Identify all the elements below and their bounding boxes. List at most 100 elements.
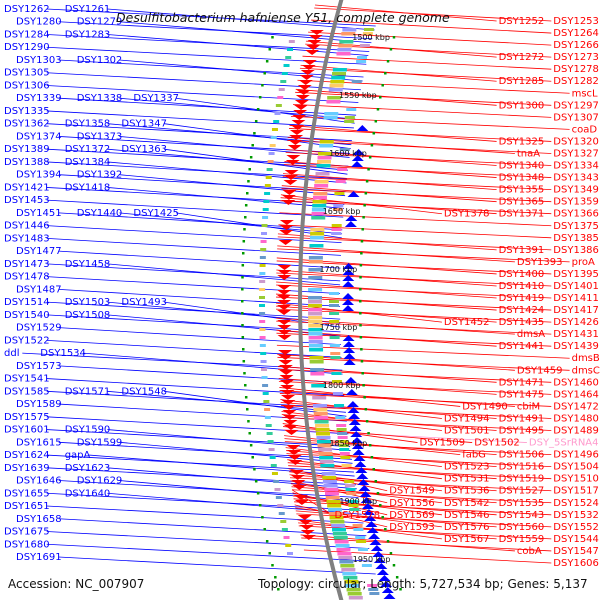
feature-block bbox=[274, 488, 281, 491]
gene-label-left: gapA bbox=[65, 450, 91, 461]
gene-label-right: DSY1426 bbox=[553, 317, 599, 328]
feature-block bbox=[308, 328, 323, 332]
leader-line bbox=[278, 377, 497, 395]
leader-line bbox=[46, 263, 341, 282]
feature-block bbox=[319, 460, 334, 464]
tick-dot bbox=[258, 504, 262, 507]
tick-dot bbox=[249, 156, 253, 159]
tick-dot bbox=[254, 480, 258, 483]
reverse-gene-arrow bbox=[381, 587, 394, 593]
gene-label-right: DSY1464 bbox=[553, 389, 599, 400]
gene-label-right: DSY1441 bbox=[499, 341, 545, 352]
reverse-gene-arrow bbox=[342, 263, 355, 269]
feature-block bbox=[259, 280, 266, 283]
gene-label-left: ddl bbox=[4, 348, 19, 359]
tick-dot bbox=[241, 264, 245, 267]
leader-line bbox=[107, 34, 369, 56]
leader-line bbox=[286, 453, 552, 468]
feature-block bbox=[308, 296, 323, 300]
leader-line bbox=[315, 4, 497, 22]
leader-line bbox=[46, 543, 373, 562]
gene-label-right: DSY1385 bbox=[553, 233, 599, 244]
tick-dot bbox=[263, 528, 266, 531]
feature-block bbox=[259, 296, 266, 299]
gene-label-right: DSY1272 bbox=[499, 52, 545, 63]
leader-line bbox=[107, 8, 375, 31]
leader-line bbox=[58, 59, 364, 78]
gene-label-left: DSY1280 bbox=[16, 17, 62, 28]
feature-block bbox=[266, 432, 273, 435]
feature-block bbox=[315, 428, 330, 432]
feature-block bbox=[314, 416, 329, 420]
tick-dot bbox=[268, 552, 272, 555]
gene-label-right: DSY1300 bbox=[499, 100, 545, 111]
leader-line bbox=[314, 7, 552, 22]
tick-dot bbox=[376, 492, 380, 495]
leader-line bbox=[58, 250, 341, 269]
feature-block bbox=[259, 264, 266, 267]
forward-gene-arrow bbox=[289, 470, 304, 475]
forward-gene-arrow bbox=[299, 75, 314, 80]
feature-block bbox=[331, 380, 342, 383]
leader-line bbox=[284, 435, 461, 455]
leader-line bbox=[281, 411, 442, 431]
forward-gene-arrow bbox=[281, 400, 296, 405]
leader-line bbox=[275, 302, 442, 323]
gene-label-right: DSY1307 bbox=[553, 112, 599, 123]
forward-gene-arrow bbox=[280, 390, 295, 395]
feature-block bbox=[337, 436, 348, 439]
reverse-gene-arrow bbox=[366, 527, 379, 533]
feature-block bbox=[329, 292, 340, 295]
forward-gene-arrow bbox=[301, 65, 316, 70]
tick-dot bbox=[376, 108, 380, 111]
feature-block bbox=[322, 476, 337, 480]
reverse-gene-arrow bbox=[342, 305, 355, 311]
tick-dot bbox=[392, 564, 396, 567]
gene-label-left: DSY1446 bbox=[4, 221, 50, 232]
reverse-gene-arrow bbox=[343, 353, 356, 359]
feature-block bbox=[277, 96, 284, 99]
gene-label-left: DSY1335 bbox=[4, 106, 50, 117]
feature-block bbox=[334, 540, 349, 544]
forward-gene-arrow bbox=[290, 475, 305, 480]
feature-block bbox=[319, 144, 334, 148]
gene-label-left: DSY1691 bbox=[16, 552, 62, 563]
leader-line bbox=[289, 125, 497, 142]
gene-label-left: DSY1534 bbox=[40, 348, 86, 359]
tick-dot bbox=[274, 576, 277, 579]
gene-label-left: DSY1362 bbox=[4, 119, 50, 130]
tick-dot bbox=[370, 144, 374, 147]
reverse-gene-arrow bbox=[373, 557, 386, 563]
forward-gene-arrow bbox=[282, 410, 297, 415]
feature-block bbox=[270, 464, 277, 467]
feature-block bbox=[363, 28, 374, 31]
tick-dot bbox=[242, 360, 246, 363]
gene-label-left: DSY1575 bbox=[4, 412, 50, 423]
tick-dot bbox=[370, 456, 374, 459]
tick-dot bbox=[360, 240, 364, 243]
leader-line bbox=[283, 173, 497, 191]
gene-label-left: DSY1418 bbox=[65, 182, 111, 193]
tick-dot bbox=[241, 324, 244, 327]
gene-label-right: DSY1606 bbox=[553, 558, 599, 569]
feature-block bbox=[267, 160, 274, 163]
gene-label-left: DSY1453 bbox=[4, 195, 50, 206]
gene-label-left: DSY1629 bbox=[77, 476, 123, 487]
reverse-gene-arrow bbox=[362, 509, 375, 515]
feature-block bbox=[264, 416, 271, 419]
tick-dot bbox=[248, 168, 251, 171]
forward-gene-arrow bbox=[287, 455, 302, 460]
gene-label-right: DSY1472 bbox=[553, 401, 599, 412]
feature-block bbox=[315, 432, 330, 436]
kbp-tick-labels: 1500 kbp 1550 kbp 1600 kbp 1650 kbp 1700 kbp… bbox=[320, 33, 391, 564]
feature-block bbox=[311, 384, 326, 388]
tick-dot bbox=[253, 468, 256, 471]
gene-label-right: DSY1252 bbox=[499, 16, 545, 27]
gene-label-right: DSY1510 bbox=[553, 474, 599, 485]
gene-label-right: DSY1348 bbox=[499, 173, 545, 184]
feature-block bbox=[367, 584, 378, 587]
leader-line bbox=[283, 429, 527, 443]
gene-label-right: DSY1395 bbox=[553, 269, 599, 280]
gene-label-left: DSY1358 bbox=[65, 119, 111, 130]
